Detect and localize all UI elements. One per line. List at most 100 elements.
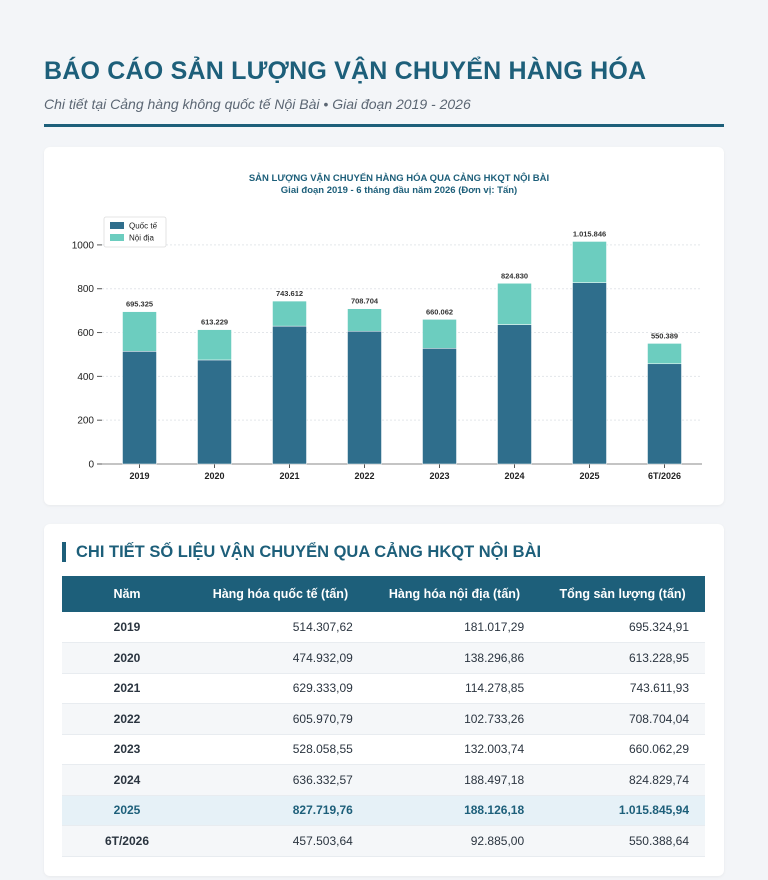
table-row: 2019 514.307,62 181.017,29 695.324,91 — [62, 612, 705, 643]
cell-intl: 605.970,79 — [192, 703, 369, 735]
legend-swatch — [110, 234, 124, 241]
table-row-highlighted: 2025 827.719,76 188.126,18 1.015.845,94 — [62, 795, 705, 826]
legend-swatch — [110, 222, 124, 229]
table-section-title: CHI TIẾT SỐ LIỆU VẬN CHUYỂN QUA CẢNG HKQ… — [62, 542, 541, 562]
cell-year: 2022 — [62, 703, 192, 735]
table-row: 2024 636.332,57 188.497,18 824.829,74 — [62, 764, 705, 796]
bar-segment — [272, 325, 307, 465]
legend-label: Nội địa — [129, 234, 154, 243]
cell-year: 2024 — [62, 764, 192, 796]
cell-year: 2025 — [62, 795, 192, 826]
bar-segment — [422, 319, 457, 349]
bar-total-label: 743.612 — [276, 289, 303, 298]
page-subtitle: Chi tiết tại Cảng hàng không quốc tế Nội… — [44, 96, 471, 112]
x-tick-label: 2019 — [129, 471, 149, 481]
table-row: 2022 605.970,79 102.733,26 708.704,04 — [62, 703, 705, 735]
bar-total-label: 660.062 — [426, 307, 453, 316]
column-header-intl: Hàng hóa quốc tế (tấn) — [192, 576, 369, 612]
table-row: 2021 629.333,09 114.278,85 743.611,93 — [62, 673, 705, 704]
cell-total: 708.704,04 — [540, 703, 705, 735]
y-tick-label: 600 — [77, 328, 94, 339]
bar-segment — [497, 324, 532, 465]
bar-segment — [347, 308, 382, 332]
cell-dom: 138.296,86 — [368, 642, 541, 674]
x-tick-label: 2025 — [579, 471, 599, 481]
x-tick-label: 2024 — [504, 471, 524, 481]
bar-segment — [347, 330, 382, 465]
x-tick-label: 2021 — [279, 471, 299, 481]
cell-year: 2023 — [62, 734, 192, 765]
bar-total-label: 1.015.846 — [573, 229, 606, 238]
bar-total-label: 695.325 — [126, 300, 153, 309]
cell-year: 2019 — [62, 612, 192, 643]
column-header-dom: Hàng hóa nội địa (tấn) — [368, 576, 541, 612]
column-header-total: Tổng sản lượng (tấn) — [540, 576, 705, 612]
cell-intl: 474.932,09 — [192, 642, 369, 674]
bar-segment — [647, 363, 682, 465]
cell-intl: 514.307,62 — [192, 612, 369, 643]
chart-title: SẢN LƯỢNG VẬN CHUYỂN HÀNG HÓA QUA CẢNG H… — [249, 172, 549, 184]
chart-subtitle: Giai đoạn 2019 - 6 tháng đầu năm 2026 (Đ… — [281, 185, 517, 196]
y-tick-label: 1000 — [72, 240, 95, 251]
cell-dom: 92.885,00 — [368, 825, 541, 857]
bar-total-label: 550.389 — [651, 331, 678, 340]
table-row: 6T/2026 457.503,64 92.885,00 550.388,64 — [62, 825, 705, 857]
cell-total: 613.228,95 — [540, 642, 705, 674]
table-row: 2023 528.058,55 132.003,74 660.062,29 — [62, 734, 705, 765]
table-card: CHI TIẾT SỐ LIỆU VẬN CHUYỂN QUA CẢNG HKQ… — [44, 524, 724, 876]
y-tick-label: 0 — [88, 460, 94, 471]
bar-segment — [497, 283, 532, 325]
cell-intl: 457.503,64 — [192, 825, 369, 857]
cell-dom: 188.126,18 — [368, 795, 541, 826]
bar-total-label: 613.229 — [201, 318, 228, 327]
cell-total: 743.611,93 — [540, 673, 705, 704]
cell-intl: 827.719,76 — [192, 795, 369, 826]
stacked-bar-chart: SẢN LƯỢNG VẬN CHUYỂN HÀNG HÓA QUA CẢNG H… — [72, 172, 702, 481]
cell-total: 695.324,91 — [540, 612, 705, 643]
page-title: BÁO CÁO SẢN LƯỢNG VẬN CHUYỂN HÀNG HÓA — [44, 57, 647, 85]
cell-dom: 181.017,29 — [368, 612, 541, 643]
x-tick-label: 2022 — [354, 471, 374, 481]
cell-intl: 636.332,57 — [192, 764, 369, 796]
bar-total-label: 708.704 — [351, 297, 379, 306]
cell-year: 2021 — [62, 673, 192, 704]
bar-segment — [122, 351, 157, 465]
chart-axes: 0 200 400 600 800 1000 2019 2020 2021 2022 2023 202… — [72, 240, 702, 481]
cell-total: 824.829,74 — [540, 764, 705, 796]
column-header-year: Năm — [62, 576, 192, 612]
legend-label: Quốc tế — [129, 222, 158, 231]
chart-bars — [122, 241, 682, 465]
x-tick-label: 2020 — [204, 471, 224, 481]
cell-dom: 114.278,85 — [368, 673, 541, 704]
x-tick-label: 6T/2026 — [648, 471, 681, 481]
bar-segment — [122, 311, 157, 352]
cell-intl: 528.058,55 — [192, 734, 369, 765]
cell-dom: 102.733,26 — [368, 703, 541, 735]
cell-total: 660.062,29 — [540, 734, 705, 765]
bar-segment — [197, 329, 232, 361]
header-divider — [44, 124, 724, 127]
data-table: Năm Hàng hóa quốc tế (tấn) Hàng hóa nội … — [62, 576, 705, 857]
cell-year: 2020 — [62, 642, 192, 674]
y-tick-label: 800 — [77, 284, 94, 295]
cell-dom: 188.497,18 — [368, 764, 541, 796]
bar-segment — [572, 241, 607, 283]
chart-data-labels: 695.325 613.229 743.612 708.704 660.062 824.8… — [126, 229, 678, 340]
table-header-row: Năm Hàng hóa quốc tế (tấn) Hàng hóa nội … — [62, 576, 705, 612]
bar-segment — [647, 343, 682, 365]
y-tick-label: 400 — [77, 372, 94, 383]
chart-legend: Quốc tế Nội địa — [103, 216, 167, 248]
y-tick-label: 200 — [77, 416, 94, 427]
bar-segment — [422, 348, 457, 465]
cell-year: 6T/2026 — [62, 825, 192, 857]
x-tick-label: 2023 — [429, 471, 449, 481]
bar-total-label: 824.830 — [501, 271, 528, 280]
cell-intl: 629.333,09 — [192, 673, 369, 704]
bar-segment — [197, 359, 232, 465]
table-row: 2020 474.932,09 138.296,86 613.228,95 — [62, 642, 705, 674]
cell-dom: 132.003,74 — [368, 734, 541, 765]
chart-grid — [102, 244, 702, 421]
chart-card: SẢN LƯỢNG VẬN CHUYỂN HÀNG HÓA QUA CẢNG H… — [44, 147, 724, 505]
cell-total: 550.388,64 — [540, 825, 705, 857]
cell-total: 1.015.845,94 — [540, 795, 705, 826]
